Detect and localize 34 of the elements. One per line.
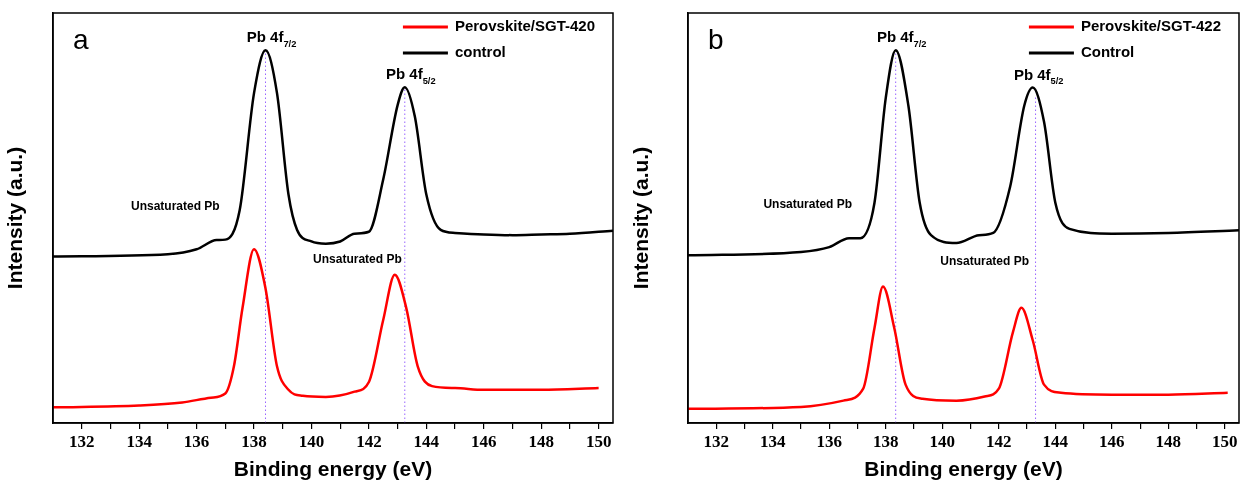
x-tick-label: 148 (528, 431, 554, 451)
x-tick-label: 142 (986, 431, 1012, 451)
x-tick-label: 132 (703, 431, 730, 451)
x-tick-label: 148 (1155, 431, 1182, 451)
x-tick-label: 144 (1042, 431, 1069, 451)
x-tick-label: 150 (585, 431, 612, 451)
x-tick-label: 134 (760, 431, 787, 451)
annotation: Unsaturated Pb (313, 251, 402, 266)
y-axis-title: Intensity (a.u.) (629, 146, 653, 290)
annotation: Unsaturated Pb (940, 254, 1030, 269)
annotation: Unsaturated Pb (763, 197, 853, 212)
x-axis-title: Binding energy (eV) (864, 457, 1063, 481)
y-axis-title: Intensity (a.u.) (3, 146, 27, 290)
x-axis-title: Binding energy (eV) (233, 457, 433, 481)
x-tick-label: 136 (183, 431, 210, 451)
x-tick-label: 132 (68, 431, 95, 451)
x-tick-label: 142 (356, 431, 382, 451)
annotation: a (73, 23, 89, 55)
x-tick-label: 146 (471, 431, 497, 451)
x-tick-label: 134 (126, 431, 153, 451)
x-tick-label: 136 (816, 431, 843, 451)
legend-label: Perovskite/SGT-422 (1080, 17, 1221, 35)
annotation: Unsaturated Pb (131, 198, 220, 213)
annotation: b (708, 23, 724, 55)
legend-label: control (454, 43, 506, 61)
x-tick-label: 138 (241, 431, 267, 451)
x-tick-label: 140 (929, 431, 956, 451)
x-tick-label: 138 (873, 431, 899, 451)
x-tick-label: 140 (298, 431, 325, 451)
x-tick-label: 146 (1099, 431, 1125, 451)
legend-label: Control (1080, 43, 1135, 61)
x-tick-label: 144 (413, 431, 440, 451)
legend-label: Perovskite/SGT-420 (454, 17, 595, 35)
x-tick-label: 150 (1212, 431, 1238, 451)
